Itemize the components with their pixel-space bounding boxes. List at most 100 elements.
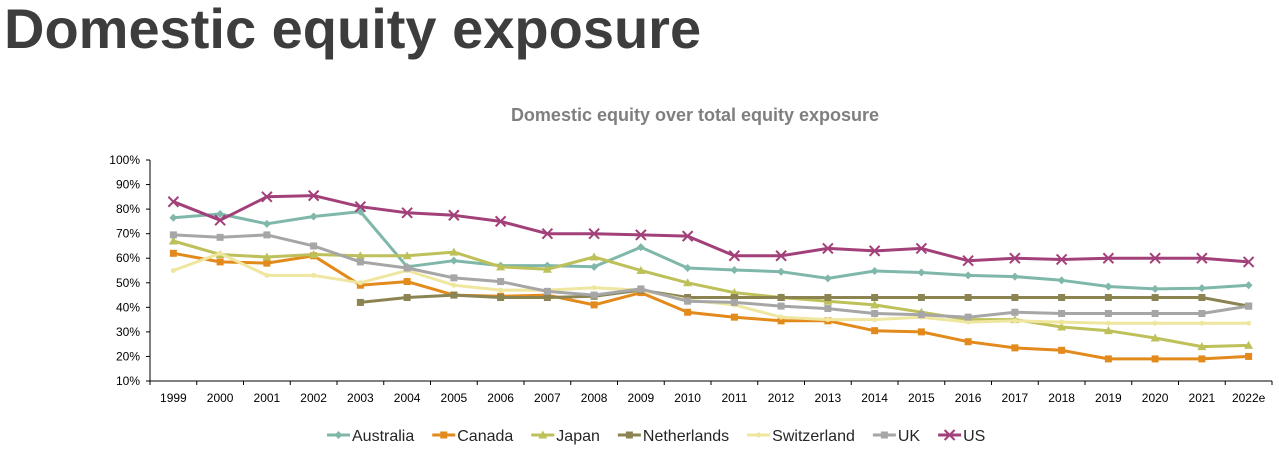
data-point-australia	[169, 213, 178, 222]
data-point-switzerland	[264, 272, 270, 278]
x-tick-label: 2005	[441, 391, 468, 405]
y-tick-label: 20%	[116, 349, 140, 363]
legend-item-australia: Australia	[327, 428, 414, 445]
data-point-switzerland	[591, 285, 597, 291]
x-tick-label: 2008	[581, 391, 608, 405]
data-point-australia	[309, 212, 318, 221]
data-point-uk	[1151, 309, 1159, 317]
x-tick-label: 2014	[861, 391, 888, 405]
legend-label-canada: Canada	[457, 428, 513, 445]
x-tick-label: 2004	[394, 391, 421, 405]
data-point-switzerland	[357, 280, 363, 286]
data-point-uk	[310, 242, 318, 250]
data-point-switzerland	[965, 319, 971, 325]
series-line-japan	[172, 239, 1249, 349]
x-tick-label: 2003	[347, 391, 374, 405]
series-line-us	[172, 194, 1249, 264]
legend-item-netherlands: Netherlands	[617, 428, 729, 445]
data-point-australia	[1010, 272, 1019, 281]
data-point-australia	[1104, 282, 1113, 291]
data-point-australia	[823, 274, 832, 283]
data-point-canada	[730, 313, 738, 321]
data-point-switzerland	[1246, 320, 1252, 326]
data-point-uk	[730, 298, 738, 306]
chart-axes: 10% 20% 30% 40% 50% 60% 70% 80% 90% 100% 1999 2000 2…	[109, 153, 1273, 405]
legend-label-netherlands: Netherlands	[643, 428, 729, 445]
data-point-us	[635, 229, 647, 241]
legend-marker-japan	[538, 430, 548, 439]
data-point-japan	[1197, 342, 1207, 351]
data-point-us	[307, 189, 320, 202]
x-tick-label: 2017	[1002, 391, 1029, 405]
x-tick-label: 2002	[300, 391, 327, 405]
data-point-us	[822, 242, 834, 255]
data-point-uk	[1198, 309, 1206, 317]
data-point-canada	[590, 301, 598, 309]
legend-marker-switzerland	[756, 432, 762, 438]
chart-legend: Australia Canada Japan Netherlands Switzerla…	[327, 428, 985, 445]
data-point-switzerland	[1152, 320, 1158, 326]
series-australia	[169, 207, 1253, 293]
data-point-switzerland	[311, 272, 317, 278]
y-tick-label: 100%	[109, 153, 140, 167]
legend-label-australia: Australia	[352, 428, 414, 445]
data-point-australia	[1244, 281, 1253, 290]
data-point-canada	[684, 308, 692, 316]
data-point-switzerland	[217, 250, 223, 256]
y-tick-label: 80%	[116, 202, 140, 216]
data-point-japan	[1103, 326, 1113, 335]
data-point-uk	[1058, 309, 1066, 317]
x-tick-label: 2020	[1142, 391, 1169, 405]
data-point-uk	[1104, 309, 1112, 317]
data-point-japan	[1057, 322, 1067, 331]
data-point-japan	[449, 247, 459, 256]
series-canada	[169, 249, 1253, 363]
data-point-netherlands	[964, 294, 972, 302]
series-uk	[169, 231, 1253, 321]
data-point-australia	[683, 264, 692, 273]
y-tick-label: 60%	[116, 251, 140, 265]
data-point-netherlands	[917, 294, 925, 302]
y-tick-label: 30%	[116, 325, 140, 339]
data-point-switzerland	[451, 282, 457, 288]
data-point-us	[1102, 252, 1115, 264]
data-point-us	[962, 254, 974, 267]
legend-marker-canada	[440, 431, 448, 439]
data-point-uk	[917, 311, 925, 319]
data-point-canada	[1151, 355, 1159, 363]
data-point-netherlands	[1151, 294, 1159, 302]
data-point-australia	[1151, 284, 1160, 293]
data-point-uk	[263, 231, 271, 239]
y-tick-label: 40%	[116, 300, 140, 314]
data-point-netherlands	[403, 294, 411, 302]
x-tick-label: 2009	[628, 391, 655, 405]
data-point-us	[1242, 256, 1255, 268]
x-tick-label: 2007	[534, 391, 561, 405]
data-point-netherlands	[824, 294, 832, 302]
data-point-japan	[262, 252, 272, 261]
y-tick-label: 90%	[116, 178, 140, 192]
data-point-uk	[450, 274, 458, 282]
data-point-uk	[964, 313, 972, 321]
legend-marker-uk	[880, 431, 888, 439]
legend-item-japan: Japan	[531, 428, 600, 445]
x-tick-label: 2000	[207, 391, 234, 405]
x-tick-label: 2016	[955, 391, 982, 405]
data-point-canada	[777, 317, 785, 325]
data-point-uk	[824, 305, 832, 313]
data-point-netherlands	[730, 294, 738, 302]
chart-title: Domestic equity over total equity exposu…	[511, 105, 879, 125]
legend-marker-australia	[334, 431, 343, 439]
data-point-canada	[871, 327, 879, 335]
x-tick-label: 2001	[254, 391, 281, 405]
legend-item-switzerland: Switzerland	[747, 428, 855, 445]
data-point-uk	[637, 285, 645, 293]
legend-marker-netherlands	[625, 431, 633, 439]
data-point-switzerland	[170, 268, 176, 273]
data-point-australia	[917, 268, 926, 277]
data-point-australia	[449, 256, 458, 265]
data-point-us	[214, 214, 226, 226]
y-tick-label: 50%	[116, 276, 140, 290]
y-tick-label: 10%	[116, 374, 140, 388]
